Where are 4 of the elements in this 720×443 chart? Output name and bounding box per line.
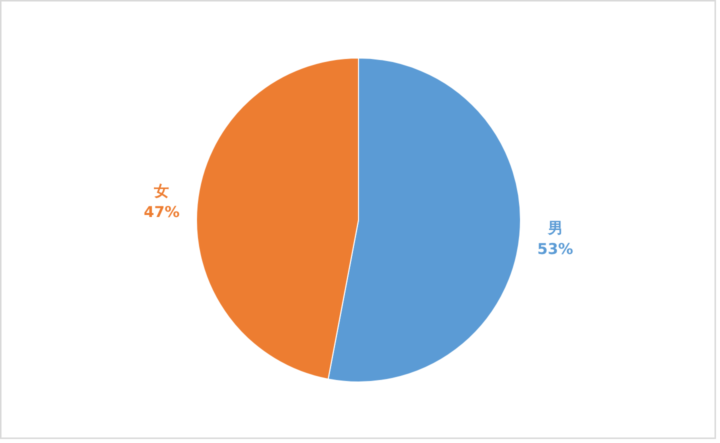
slice-label: 男 <box>546 219 563 238</box>
data-label: 53% <box>537 240 574 258</box>
slice-label: 女 <box>153 182 170 200</box>
data-label: 47% <box>144 202 180 221</box>
